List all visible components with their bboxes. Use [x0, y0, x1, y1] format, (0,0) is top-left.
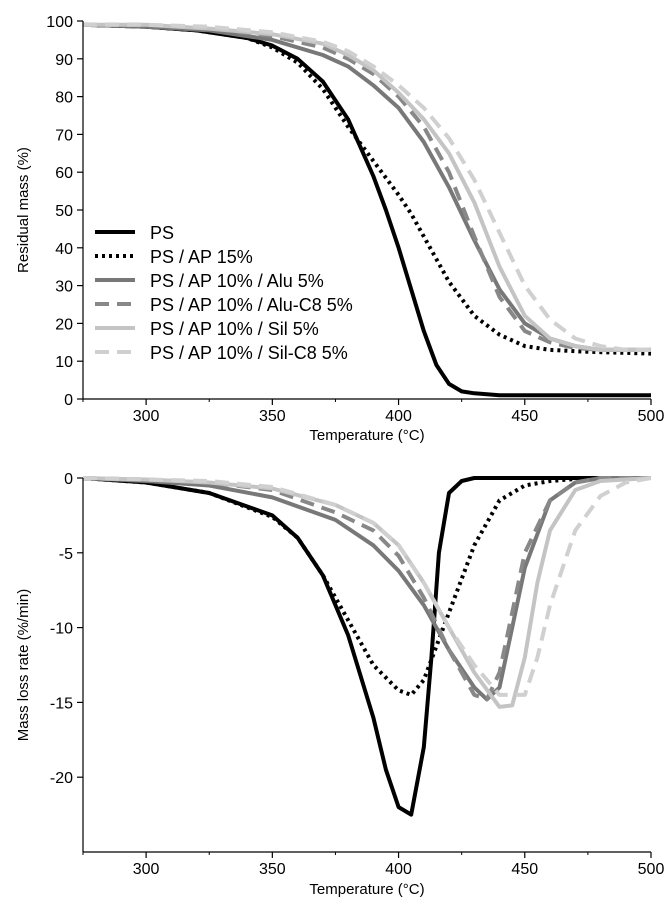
x-tick-label: 350: [259, 861, 286, 878]
legend-label: PS / AP 10% / Sil-C8 5%: [150, 343, 348, 363]
x-tick-label: 400: [385, 861, 412, 878]
y-tick-label: 0: [64, 392, 73, 409]
y-tick-label: -5: [59, 546, 73, 563]
y-tick-label: 90: [55, 52, 73, 69]
series-line-2-4: [82, 476, 651, 702]
series-line-1-1: [82, 22, 651, 398]
y-tick-label: 100: [46, 14, 73, 31]
y-tick-label: 60: [55, 165, 73, 182]
legend-label: PS: [150, 223, 174, 243]
y-tick-label: 40: [55, 241, 73, 258]
y-tick-label: 70: [55, 127, 73, 144]
x-tick-label: 300: [133, 408, 160, 425]
series-line-2-6: [82, 476, 652, 697]
chart-panel-2: 300 350 400 450 500 0 -5 -10 -15 -20 Temperature (…: [15, 471, 664, 898]
y-axis-title: Residual mass (%): [15, 147, 32, 273]
series-line-1-6: [83, 22, 651, 352]
y-tick-label: 0: [64, 471, 73, 488]
y-tick-label: 10: [55, 354, 73, 371]
legend-label: PS / AP 10% / Sil 5%: [150, 319, 319, 339]
x-tick-label: 450: [511, 408, 538, 425]
chart-panel-1: 300 350 400 450 500 0 10 20 30 40 50 60 70 80 90 100 Tem…: [15, 14, 664, 444]
legend-label: PS / AP 10% / Alu-C8 5%: [150, 295, 353, 315]
series-line-2-5: [82, 476, 652, 709]
legend: PS PS / AP 15% PS / AP 10% / Alu 5% PS / AP…: [95, 223, 353, 363]
legend-label: PS / AP 15%: [150, 247, 253, 267]
legend-label: PS / AP 10% / Alu 5%: [150, 271, 324, 291]
y-tick-label: 20: [55, 316, 73, 333]
series-line-1-2: [82, 22, 652, 356]
x-axis-title: Temperature (°C): [309, 427, 424, 444]
y-tick-label: -10: [50, 621, 73, 638]
x-tick-label: 500: [638, 408, 665, 425]
y-axis-title: Mass loss rate (%/min): [15, 589, 32, 742]
x-tick-label: 350: [259, 408, 286, 425]
x-axis-title: Temperature (°C): [309, 881, 424, 898]
y-tick-label: 30: [55, 279, 73, 296]
x-tick-label: 450: [511, 861, 538, 878]
x-tick-label: 400: [385, 408, 412, 425]
y-tick-label: 50: [55, 203, 73, 220]
x-tick-label: 300: [133, 861, 160, 878]
y-tick-label: -15: [50, 695, 73, 712]
y-tick-label: -20: [50, 770, 73, 787]
series-line-2-2: [82, 476, 651, 697]
x-tick-label: 500: [638, 861, 665, 878]
y-tick-label: 80: [55, 90, 73, 107]
series-line-2-3: [82, 476, 651, 702]
series-line-2-1: [82, 476, 651, 817]
series-line-1-5: [83, 22, 651, 352]
